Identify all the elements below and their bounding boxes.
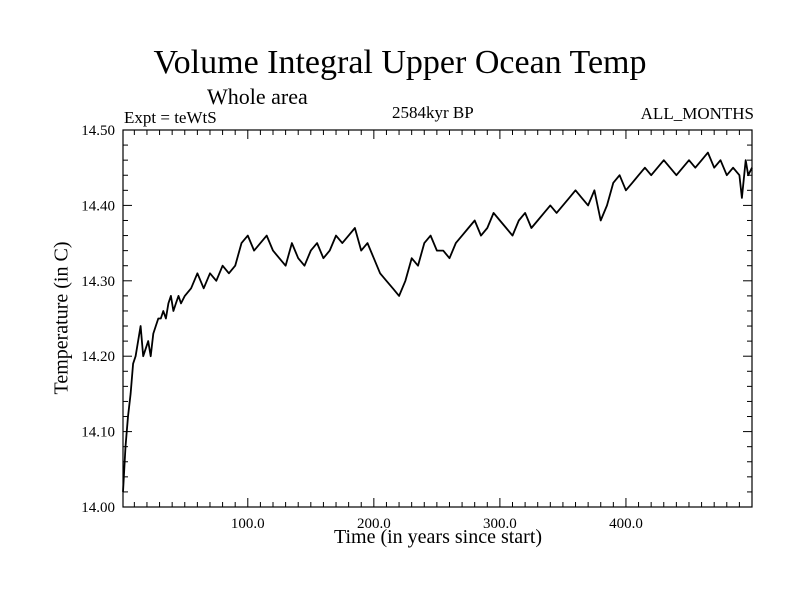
x-tick-label: 100.0 [231,516,265,532]
x-tick-label: 200.0 [357,516,391,532]
y-tick-label: 14.20 [81,349,115,365]
y-tick-label: 14.40 [81,198,115,214]
months-label: ALL_MONTHS [640,104,754,123]
x-axis-label: Time (in years since start) [333,526,543,548]
period-label: 2584kyr BP [392,103,474,122]
y-tick-label: 14.10 [81,425,115,441]
x-tick-label: 300.0 [483,516,517,532]
temperature-series-line [122,151,753,492]
x-tick-label: 400.0 [609,516,643,532]
y-tick-label: 14.00 [81,500,115,516]
experiment-label: Expt = teWtS [124,108,217,127]
chart-title: Volume Integral Upper Ocean Temp [153,44,647,81]
plot-frame [122,129,753,508]
y-tick-label: 14.30 [81,274,115,290]
y-tick-label: 14.50 [81,123,115,139]
chart-subtitle: Whole area [207,84,308,109]
